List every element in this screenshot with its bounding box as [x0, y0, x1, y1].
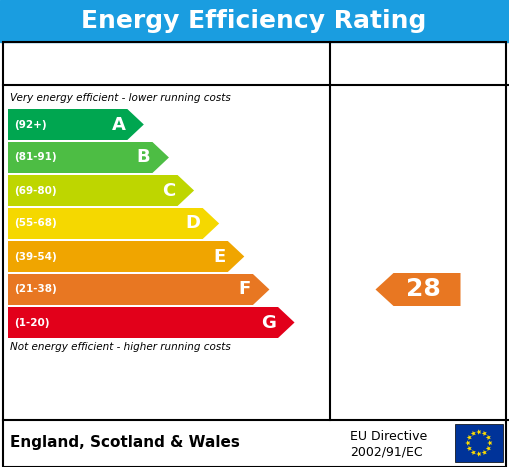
Text: (39-54): (39-54): [14, 252, 56, 262]
Text: (92+): (92+): [14, 120, 47, 129]
Text: Energy Efficiency Rating: Energy Efficiency Rating: [81, 9, 427, 33]
Polygon shape: [8, 307, 295, 338]
Text: EU Directive: EU Directive: [350, 430, 427, 443]
Polygon shape: [376, 273, 461, 306]
Text: (81-91): (81-91): [14, 153, 56, 163]
Bar: [0, 0, 509, 42]
Polygon shape: [467, 435, 472, 440]
Text: (1-20): (1-20): [14, 318, 49, 327]
Bar: [455, 424, 503, 462]
Polygon shape: [486, 435, 491, 440]
Polygon shape: [8, 109, 144, 140]
Polygon shape: [8, 241, 244, 272]
Text: 2002/91/EC: 2002/91/EC: [350, 446, 422, 459]
Polygon shape: [467, 446, 472, 451]
Text: F: F: [239, 281, 251, 298]
Polygon shape: [482, 450, 487, 455]
Text: England, Scotland & Wales: England, Scotland & Wales: [10, 436, 240, 451]
Text: Not energy efficient - higher running costs: Not energy efficient - higher running co…: [10, 342, 231, 352]
Polygon shape: [487, 440, 492, 446]
Polygon shape: [471, 431, 476, 436]
Text: D: D: [186, 214, 201, 233]
Text: Very energy efficient - lower running costs: Very energy efficient - lower running co…: [10, 93, 231, 103]
Polygon shape: [465, 440, 470, 446]
Polygon shape: [482, 431, 487, 436]
Text: E: E: [214, 248, 226, 266]
Text: (55-68): (55-68): [14, 219, 56, 228]
Text: (21-38): (21-38): [14, 284, 56, 295]
Polygon shape: [476, 451, 482, 457]
Text: G: G: [261, 313, 276, 332]
Text: C: C: [162, 182, 176, 199]
Polygon shape: [476, 429, 482, 435]
Polygon shape: [8, 142, 169, 173]
Text: (69-80): (69-80): [14, 185, 56, 196]
Text: 28: 28: [406, 277, 440, 302]
Polygon shape: [8, 274, 269, 305]
Text: B: B: [137, 149, 151, 167]
Text: A: A: [111, 115, 125, 134]
Polygon shape: [486, 446, 491, 451]
Polygon shape: [8, 208, 219, 239]
Polygon shape: [471, 450, 476, 455]
Polygon shape: [8, 175, 194, 206]
